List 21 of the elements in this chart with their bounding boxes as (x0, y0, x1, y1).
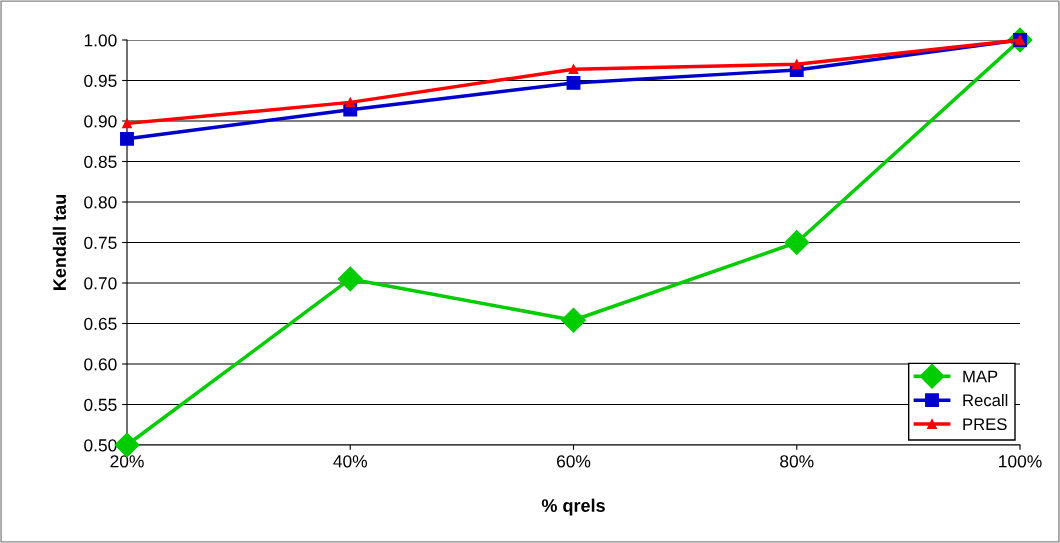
legend-label: PRES (963, 418, 1007, 431)
y-tick-label: 1.00 (84, 34, 117, 47)
legend-label: Recall (963, 393, 1008, 407)
y-tick-label: 0.95 (84, 74, 117, 87)
y-tick-label: 0.50 (84, 439, 117, 452)
x-tick-label: 100% (999, 455, 1042, 468)
y-tick-label: 0.75 (84, 236, 117, 249)
y-tick-label: 0.55 (84, 398, 117, 411)
x-tick-label: 60% (557, 455, 591, 468)
y-tick-label: 0.60 (84, 358, 117, 371)
y-tick-label: 0.80 (84, 196, 117, 209)
legend-label: MAP (963, 370, 998, 383)
y-tick-label: 0.70 (84, 277, 117, 290)
x-tick-label: 80% (780, 455, 814, 468)
y-tick-label: 0.65 (84, 317, 117, 330)
x-tick-label: 40% (333, 455, 368, 468)
x-axis-title: % qrels (541, 498, 605, 516)
y-tick-label: 0.90 (84, 115, 117, 128)
x-tick-label: 20% (110, 455, 144, 468)
y-axis-title: Kendall tau (52, 195, 67, 290)
y-tick-label: 0.85 (84, 155, 117, 168)
